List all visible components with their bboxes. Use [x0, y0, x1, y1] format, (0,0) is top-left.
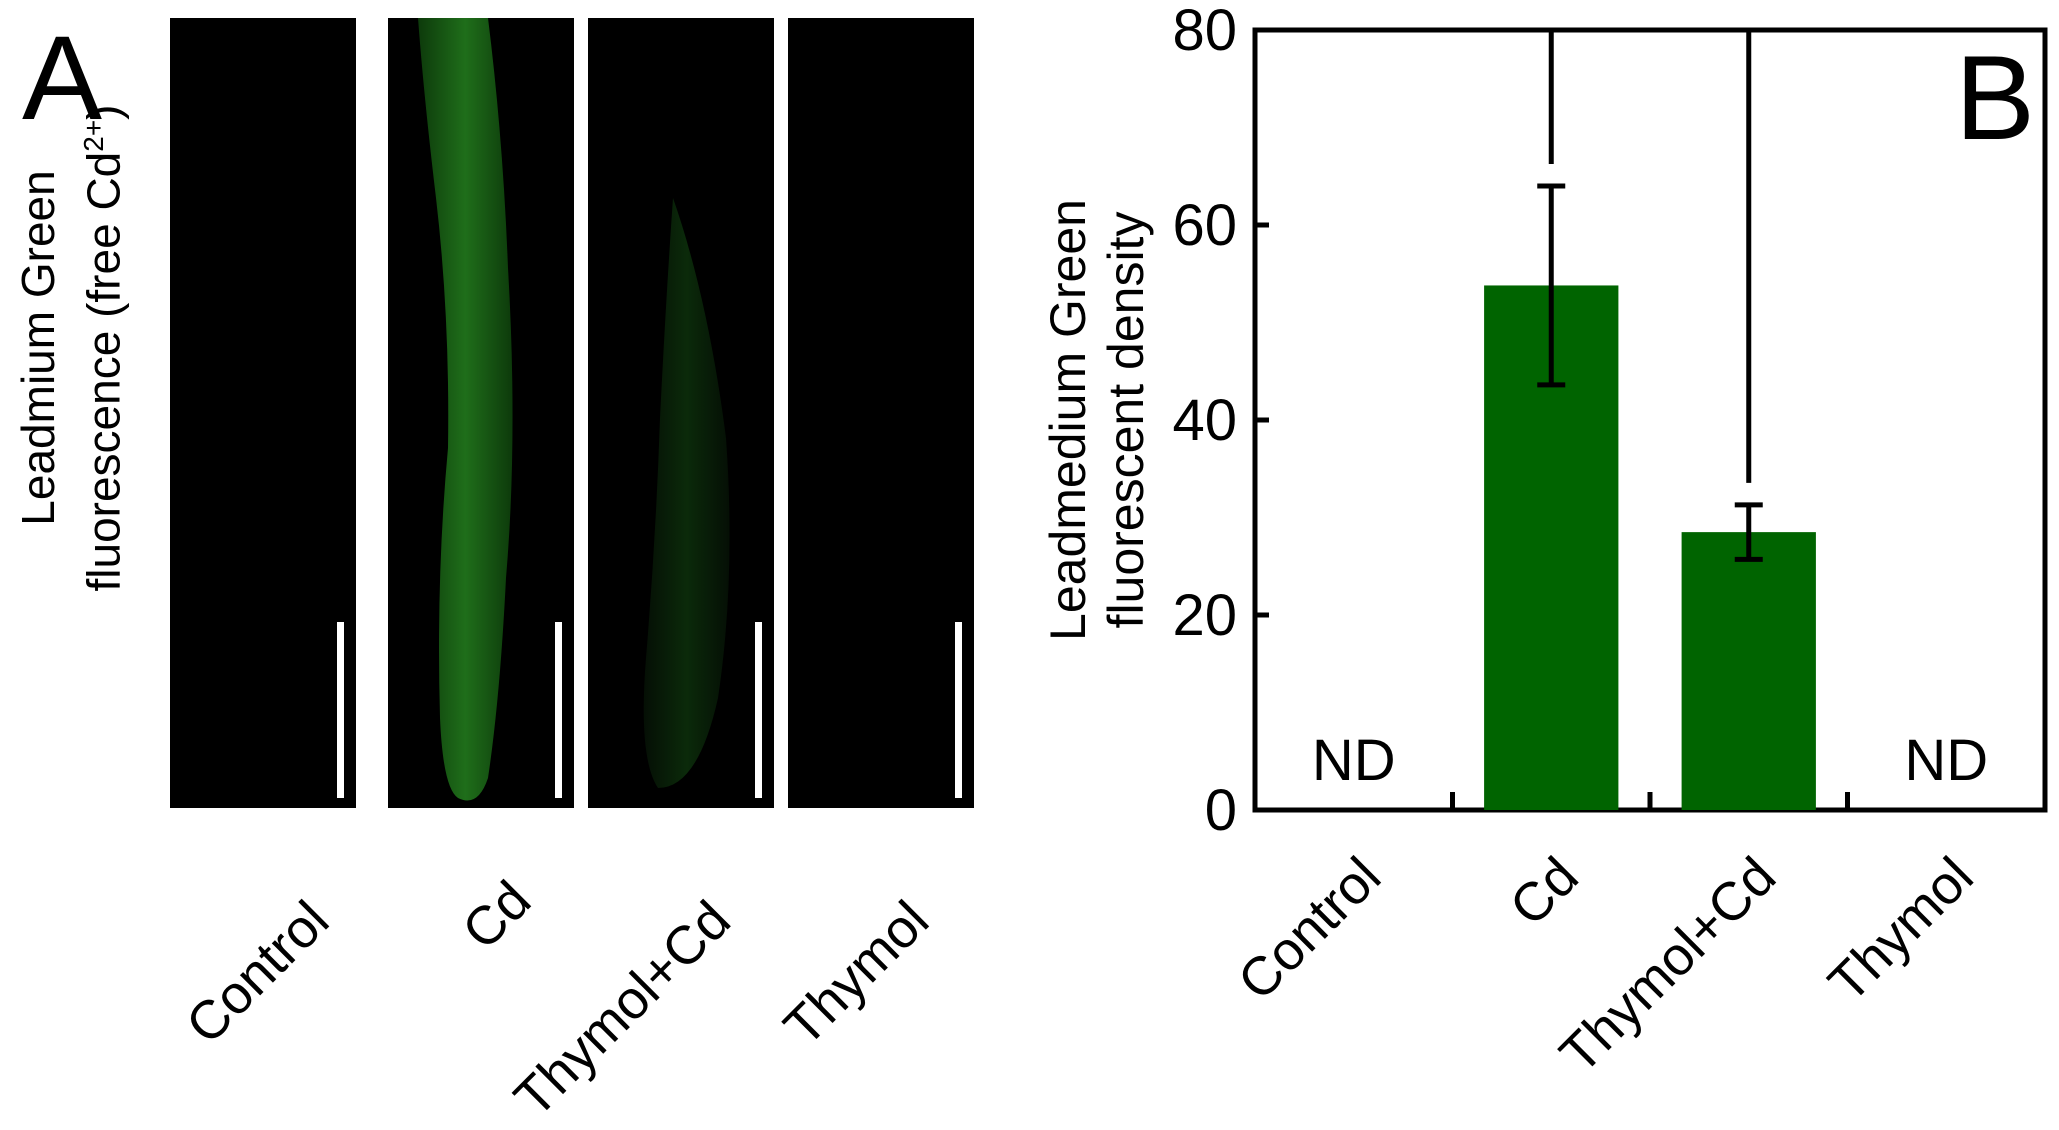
- y-tick-label: 20: [1172, 583, 1237, 648]
- micrograph-thymol-cd: [588, 18, 774, 808]
- x-category-label: Cd: [1498, 846, 1589, 937]
- x-category-label: Thymol: [1817, 846, 1985, 1014]
- x-category-label: Control: [1227, 846, 1393, 1012]
- panel-b-label: B: [1955, 31, 2036, 165]
- y-tick-label: 0: [1205, 778, 1237, 843]
- bar: [1681, 532, 1816, 810]
- root-fluorescence-strong: [418, 18, 513, 801]
- scale-bar: [955, 622, 962, 798]
- panel-a-label: A: [22, 11, 103, 145]
- scale-bar: [555, 622, 562, 798]
- y-tick-label: 80: [1172, 0, 1237, 63]
- micrograph-cd: [388, 18, 574, 808]
- scale-bar: [755, 622, 762, 798]
- scale-bar: [337, 622, 344, 798]
- y-axis-label: Leadmedium Greenfluorescent density: [1040, 199, 1154, 641]
- significance-marker: *: [1638, 0, 1663, 30]
- value-annotation: ND: [1312, 728, 1396, 793]
- micrograph-control: [170, 18, 356, 808]
- plot-frame: [1252, 27, 2048, 813]
- x-category-label: Thymol+Cd: [1549, 846, 1788, 1085]
- root-fluorescence-weak: [643, 198, 730, 788]
- y-tick-label: 40: [1172, 388, 1237, 453]
- micrograph-thymol: [788, 18, 974, 808]
- value-annotation: ND: [1904, 728, 1988, 793]
- significance-bracket: [1548, 27, 1752, 483]
- y-tick-label: 60: [1172, 193, 1237, 258]
